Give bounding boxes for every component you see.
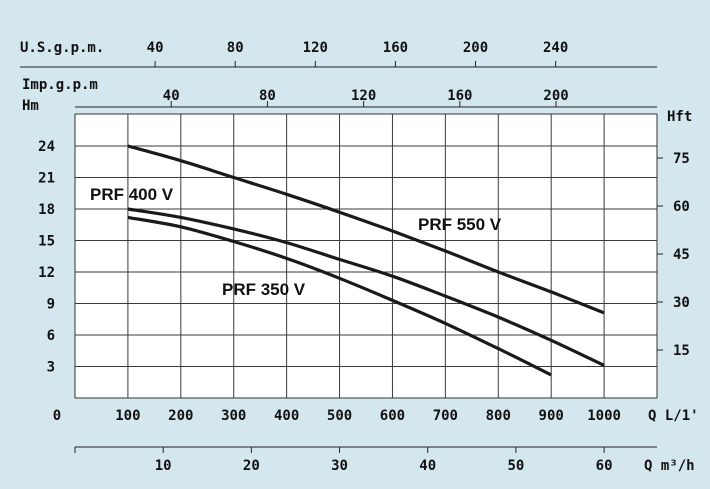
impgpm-tick-label: 160 xyxy=(447,88,472,104)
series-label-prf-400-v: PRF 400 V xyxy=(90,185,174,204)
impgpm-tick-label: 80 xyxy=(259,88,276,104)
y-right-tick-label: 75 xyxy=(673,151,690,167)
y-left-tick-label: 12 xyxy=(38,265,55,281)
x-tick-label: 1000 xyxy=(587,408,621,424)
x-secondary-tick-label: 40 xyxy=(419,458,436,474)
y-left-tick-label: 21 xyxy=(38,171,55,187)
x-tick-label: 0 xyxy=(53,408,61,424)
grid xyxy=(74,113,658,399)
x-tick-label: 700 xyxy=(433,408,458,424)
impgpm-tick-label: 200 xyxy=(543,88,568,104)
usgpm-tick-label: 120 xyxy=(303,40,328,56)
series-line-prf-400-v xyxy=(127,207,605,367)
series-line-prf-350-v xyxy=(127,215,552,377)
y-left-tick-label: 15 xyxy=(38,234,55,250)
y-right-tick-label: 30 xyxy=(673,295,690,311)
series-line-prf-550-v xyxy=(127,144,605,315)
series-label-prf-350-v: PRF 350 V xyxy=(222,280,306,299)
usgpm-tick-label: 40 xyxy=(147,40,164,56)
x-tick-label: 200 xyxy=(168,408,193,424)
usgpm-tick-label: 200 xyxy=(463,40,488,56)
x-tick-label: 600 xyxy=(380,408,405,424)
y-left-tick-label: 18 xyxy=(38,202,55,218)
x-secondary-tick-label: 30 xyxy=(331,458,348,474)
plot-border xyxy=(74,113,658,399)
x-tick-label: 500 xyxy=(327,408,352,424)
x-axis-label: Q L/1' xyxy=(648,408,699,424)
usgpm-tick-label: 240 xyxy=(543,40,568,56)
x-tick-label: 100 xyxy=(115,408,140,424)
x-secondary-tick-label: 20 xyxy=(243,458,260,474)
y-left-axis-label: Hm xyxy=(22,98,39,114)
x-secondary-tick-label: 10 xyxy=(155,458,172,474)
series-label-prf-550-v: PRF 550 V xyxy=(418,215,502,234)
y-left-tick-label: 24 xyxy=(38,139,55,155)
usgpm-axis-label: U.S.g.p.m. xyxy=(20,40,104,56)
curves xyxy=(127,144,605,377)
usgpm-tick-label: 80 xyxy=(227,40,244,56)
y-right-tick-label: 45 xyxy=(673,247,690,263)
impgpm-tick-label: 120 xyxy=(351,88,376,104)
x-tick-label: 300 xyxy=(221,408,246,424)
labels: 0 100 200 300 400 500 600 700 800 900 1000 Q L/1' 3 6… xyxy=(20,40,699,474)
y-right-axis-label: Hft xyxy=(667,109,692,125)
x-secondary-tick-label: 50 xyxy=(507,458,524,474)
axes xyxy=(20,61,663,453)
impgpm-axis-label: Imp.g.p.m xyxy=(22,77,98,93)
x-secondary-axis-label: Q m³/h xyxy=(644,458,695,474)
y-right-tick-label: 15 xyxy=(673,343,690,359)
impgpm-tick-label: 40 xyxy=(163,88,180,104)
x-tick-label: 900 xyxy=(539,408,564,424)
x-secondary-tick-label: 60 xyxy=(596,458,613,474)
plot-area xyxy=(75,114,657,398)
x-tick-label: 400 xyxy=(274,408,299,424)
y-left-tick-label: 6 xyxy=(47,328,55,344)
y-left-tick-label: 3 xyxy=(47,360,55,376)
x-tick-label: 800 xyxy=(486,408,511,424)
y-left-tick-label: 9 xyxy=(47,297,55,313)
y-right-tick-label: 60 xyxy=(673,199,690,215)
usgpm-tick-label: 160 xyxy=(383,40,408,56)
